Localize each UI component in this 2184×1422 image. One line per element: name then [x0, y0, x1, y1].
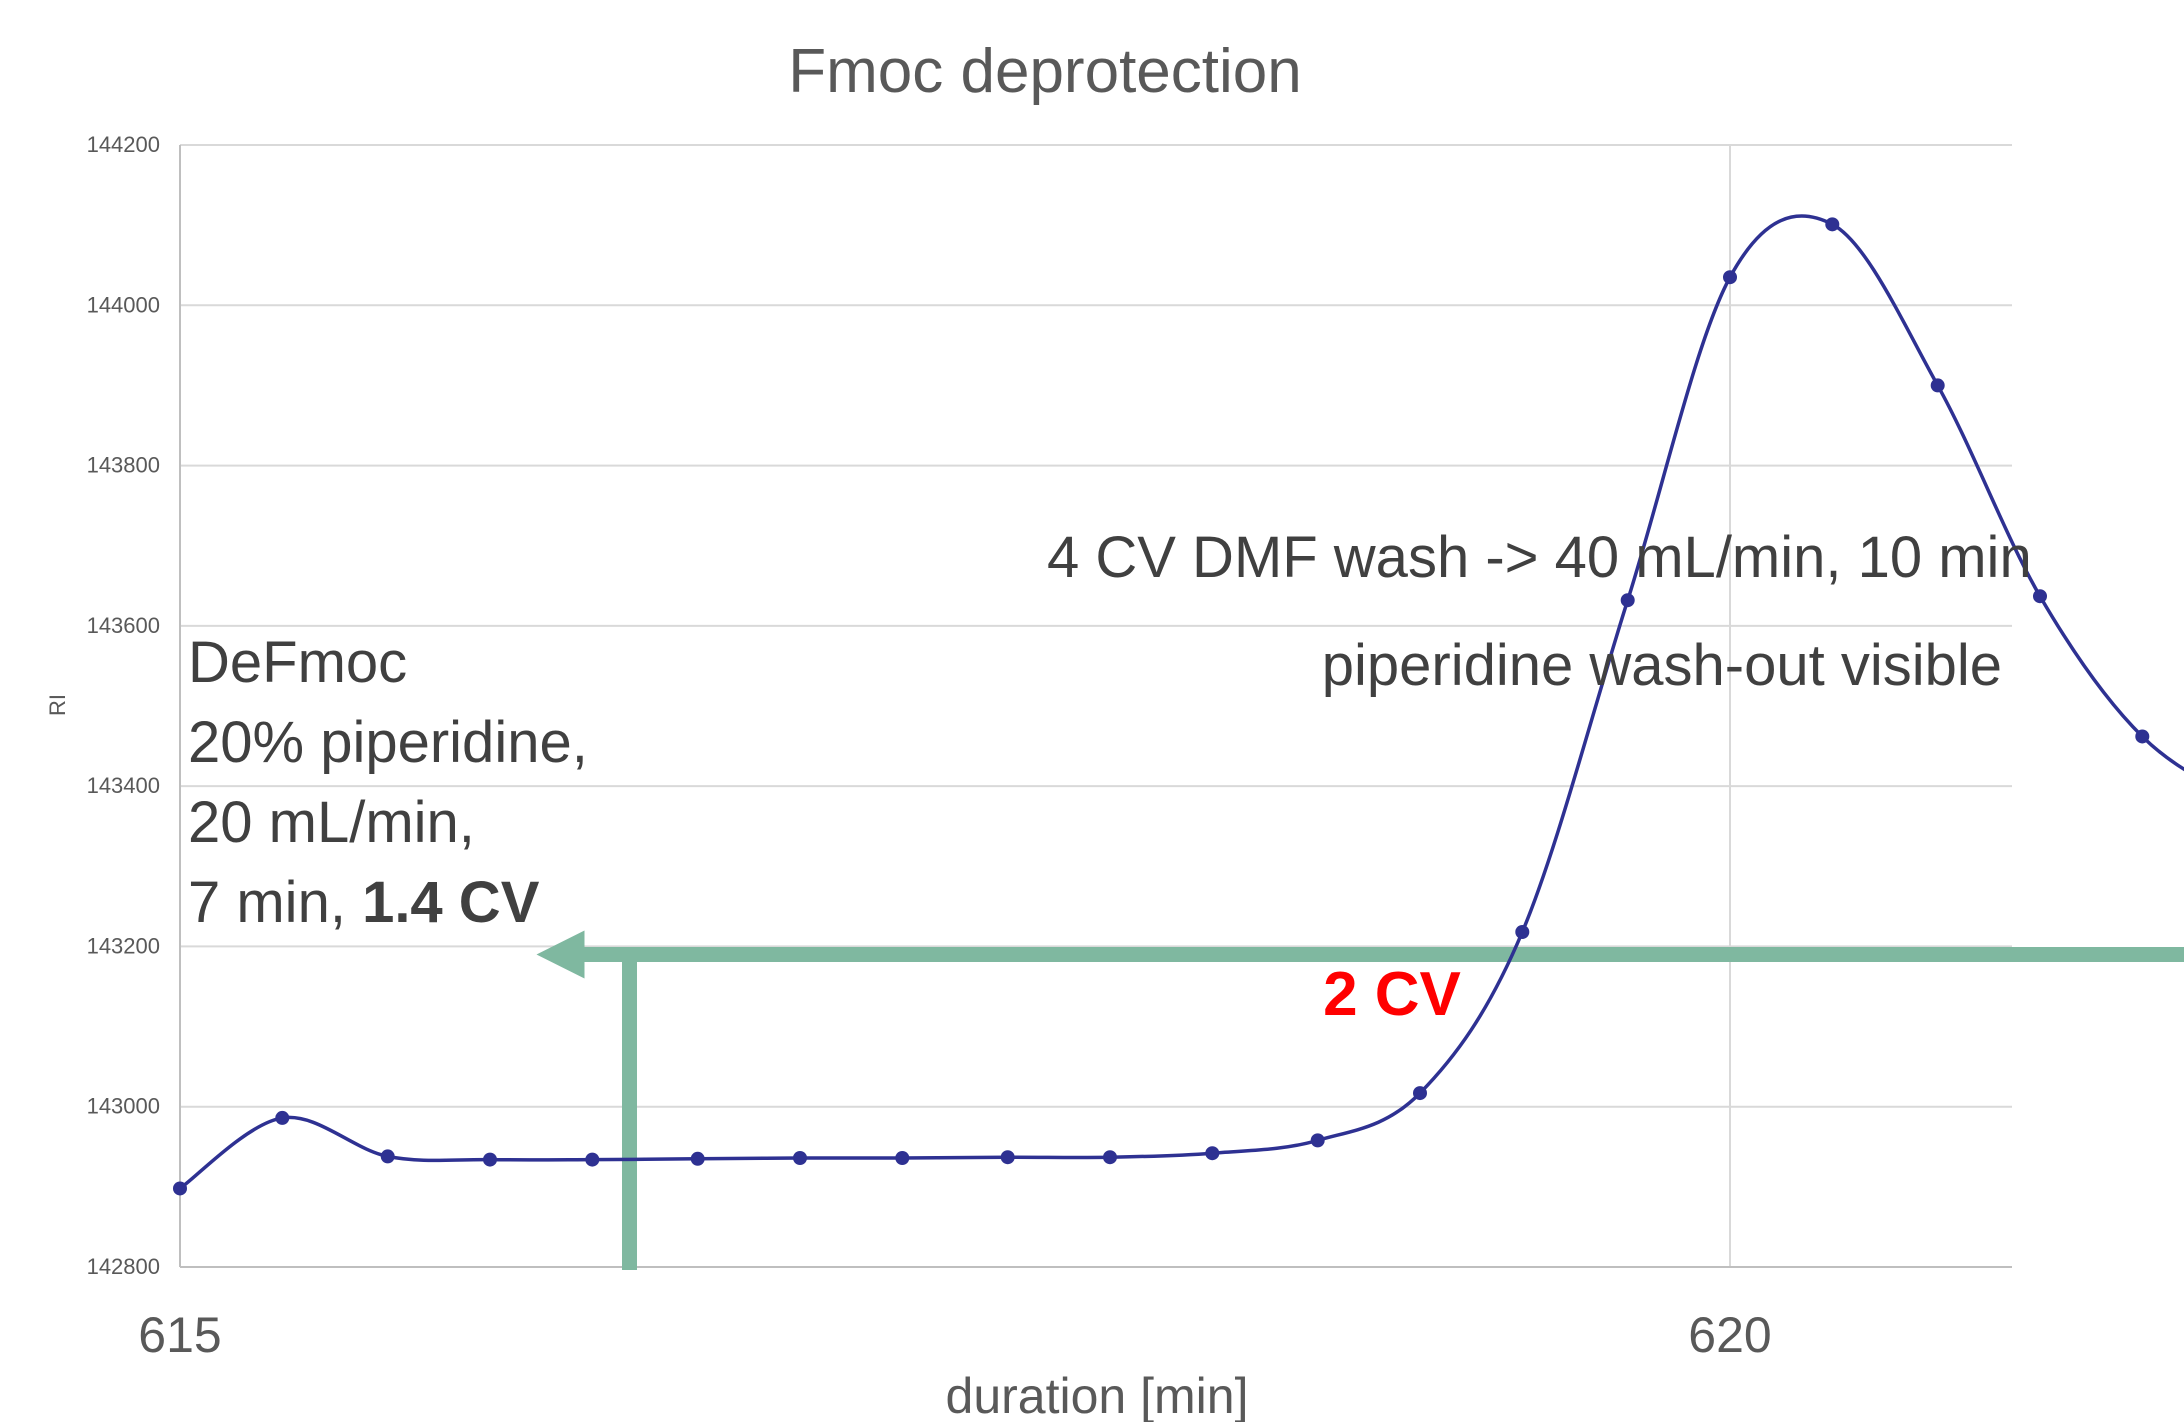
defmoc-annotation-line-2: 20% piperidine, — [188, 710, 588, 775]
series-line — [178, 214, 2184, 1190]
defmoc-annotation-line-3: 20 mL/min, — [188, 790, 475, 855]
data-point — [173, 1181, 187, 1196]
x-axis-label: duration [min] — [946, 1368, 1249, 1422]
y-tick-label: 144000 — [87, 292, 160, 317]
data-point — [2033, 589, 2047, 604]
defmoc-annotation-bold: 1.4 CV — [362, 870, 540, 935]
data-point — [275, 1110, 290, 1125]
data-point — [1620, 593, 1635, 608]
y-tick-label: 143800 — [87, 453, 160, 478]
x-tick-label: 620 — [1688, 1307, 1771, 1363]
y-axis-label: RI — [45, 694, 70, 716]
axes: 142800 143000 143200 143400 143600 143800 1440… — [87, 132, 2012, 1363]
data-point — [1930, 378, 1945, 393]
y-tick-label: 143600 — [87, 613, 160, 638]
data-point — [1413, 1086, 1427, 1101]
annotation-back — [536, 930, 2184, 1270]
data-point — [1103, 1150, 1117, 1165]
data-point — [1205, 1146, 1220, 1161]
data-point — [2135, 729, 2150, 744]
data-point — [380, 1149, 395, 1164]
y-tick-label: 143200 — [87, 933, 160, 958]
wash-annotation: 4 CV DMF wash -> 40 mL/min, 10 min — [1047, 525, 2032, 590]
data-point — [690, 1151, 705, 1166]
data-point — [1515, 925, 1530, 940]
defmoc-annotation-line-4-text: 7 min, — [188, 870, 362, 935]
data-point — [1723, 270, 1737, 285]
data-point — [1000, 1150, 1015, 1165]
data-point — [895, 1151, 910, 1166]
data-point — [585, 1152, 600, 1167]
defmoc-arrow-left-head — [536, 930, 585, 979]
series — [173, 214, 2184, 1196]
data-point — [483, 1152, 497, 1167]
grid — [179, 144, 2012, 1268]
y-tick-label: 143400 — [87, 773, 160, 798]
washout-annotation: piperidine wash-out visible — [1322, 633, 2002, 698]
y-tick-label: 142800 — [87, 1254, 160, 1279]
x-tick-label: 615 — [138, 1307, 221, 1363]
data-point — [1310, 1133, 1325, 1148]
chart-title: Fmoc deprotection — [788, 37, 1301, 106]
y-tick-label: 143000 — [87, 1094, 160, 1119]
data-point — [793, 1151, 807, 1166]
data-point — [1825, 217, 1840, 232]
cv-label: 2 CV — [1323, 960, 1461, 1029]
defmoc-annotation-line-1: DeFmoc — [188, 630, 407, 695]
defmoc-annotation-line-4: 7 min, 1.4 CV — [188, 870, 540, 935]
y-tick-label: 144200 — [87, 132, 160, 157]
